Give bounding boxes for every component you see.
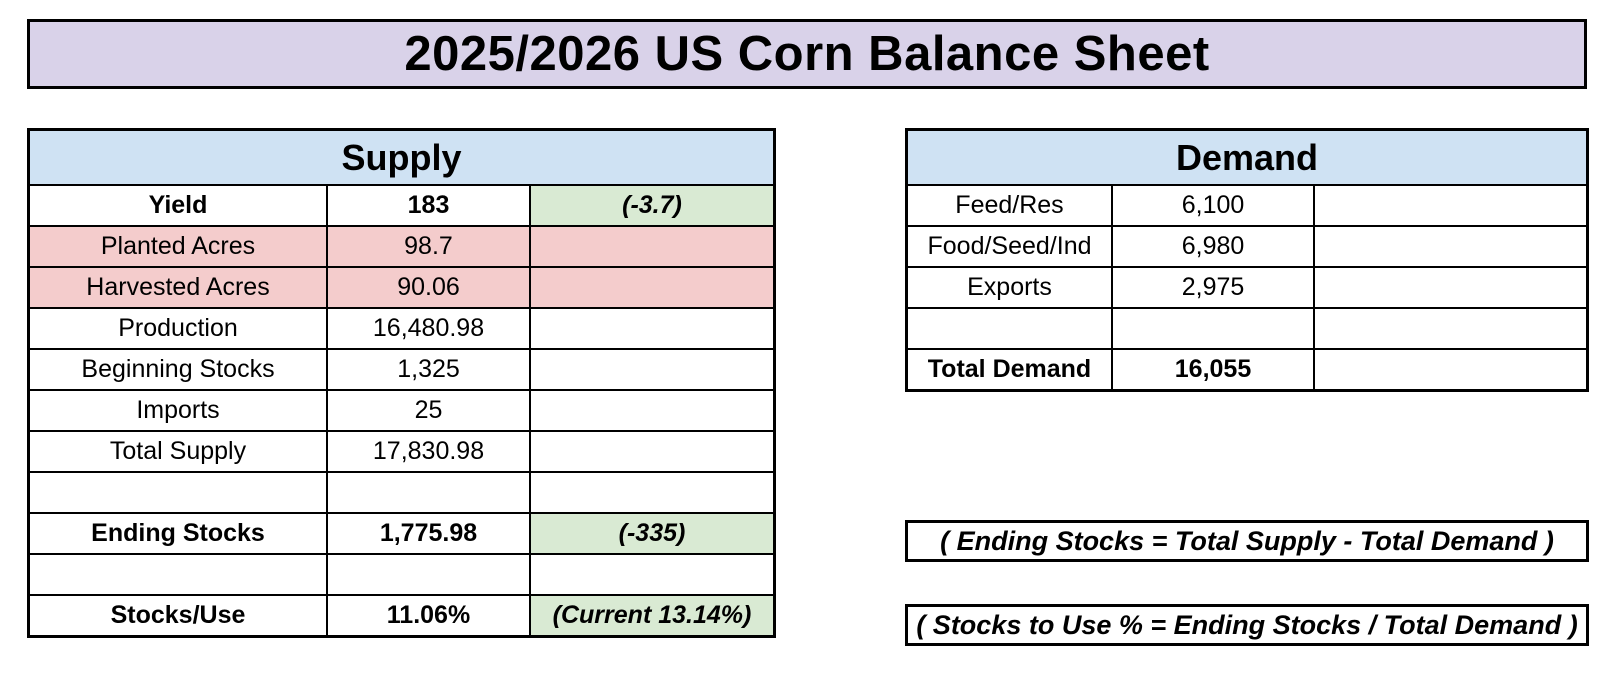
- supply-spacer2-label: [30, 555, 326, 594]
- supply-spacer2-note: [531, 555, 773, 594]
- demand-spacer-label: [908, 309, 1111, 348]
- supply-spacer2-value: [328, 555, 529, 594]
- demand-total-demand-value: 16,055: [1113, 350, 1313, 389]
- demand-food-seed-ind-note: [1315, 227, 1586, 266]
- supply-total-supply-label: Total Supply: [30, 432, 326, 471]
- supply-beginning-stocks-value: 1,325: [328, 350, 529, 389]
- demand-exports-note: [1315, 268, 1586, 307]
- supply-imports-value: 25: [328, 391, 529, 430]
- supply-total-supply-value: 17,830.98: [328, 432, 529, 471]
- demand-feed-res-note: [1315, 186, 1586, 225]
- supply-production-note: [531, 309, 773, 348]
- demand-exports-label: Exports: [908, 268, 1111, 307]
- demand-exports-value: 2,975: [1113, 268, 1313, 307]
- supply-production-label: Production: [30, 309, 326, 348]
- ending-stocks-formula-note: ( Ending Stocks = Total Supply - Total D…: [905, 520, 1589, 562]
- supply-table: Supply Yield 183 (-3.7) Planted Acres 98…: [27, 128, 776, 638]
- supply-stocks-use-note: (Current 13.14%): [531, 596, 773, 635]
- supply-harvested-acres-label: Harvested Acres: [30, 268, 326, 307]
- demand-spacer-note: [1315, 309, 1586, 348]
- supply-spacer1-label: [30, 473, 326, 512]
- page-title: 2025/2026 US Corn Balance Sheet: [27, 19, 1587, 89]
- supply-planted-acres-note: [531, 227, 773, 266]
- demand-food-seed-ind-label: Food/Seed/Ind: [908, 227, 1111, 266]
- supply-harvested-acres-value: 90.06: [328, 268, 529, 307]
- supply-planted-acres-label: Planted Acres: [30, 227, 326, 266]
- supply-spacer1-value: [328, 473, 529, 512]
- stocks-to-use-formula-note: ( Stocks to Use % = Ending Stocks / Tota…: [905, 604, 1589, 646]
- demand-spacer-value: [1113, 309, 1313, 348]
- supply-yield-label: Yield: [30, 186, 326, 225]
- supply-imports-note: [531, 391, 773, 430]
- supply-yield-note: (-3.7): [531, 186, 773, 225]
- supply-planted-acres-value: 98.7: [328, 227, 529, 266]
- supply-total-supply-note: [531, 432, 773, 471]
- supply-beginning-stocks-label: Beginning Stocks: [30, 350, 326, 389]
- supply-stocks-use-value: 11.06%: [328, 596, 529, 635]
- supply-spacer1-note: [531, 473, 773, 512]
- supply-ending-stocks-label: Ending Stocks: [30, 514, 326, 553]
- demand-feed-res-value: 6,100: [1113, 186, 1313, 225]
- supply-harvested-acres-note: [531, 268, 773, 307]
- demand-total-demand-note: [1315, 350, 1586, 389]
- supply-ending-stocks-value: 1,775.98: [328, 514, 529, 553]
- supply-ending-stocks-note: (-335): [531, 514, 773, 553]
- demand-table: Demand Feed/Res 6,100 Food/Seed/Ind 6,98…: [905, 128, 1589, 392]
- demand-total-demand-label: Total Demand: [908, 350, 1111, 389]
- supply-stocks-use-label: Stocks/Use: [30, 596, 326, 635]
- demand-food-seed-ind-value: 6,980: [1113, 227, 1313, 266]
- supply-beginning-stocks-note: [531, 350, 773, 389]
- supply-production-value: 16,480.98: [328, 309, 529, 348]
- demand-feed-res-label: Feed/Res: [908, 186, 1111, 225]
- demand-table-header: Demand: [908, 131, 1586, 184]
- supply-table-header: Supply: [30, 131, 773, 184]
- supply-yield-value: 183: [328, 186, 529, 225]
- supply-imports-label: Imports: [30, 391, 326, 430]
